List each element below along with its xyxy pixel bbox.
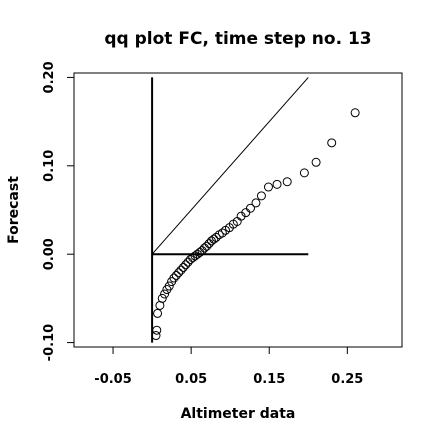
y-tick-label: -0.10 <box>42 324 57 361</box>
data-point <box>282 177 292 187</box>
data-point <box>202 241 212 251</box>
y-axis-title: Forecast <box>6 176 22 244</box>
data-point <box>171 270 181 280</box>
data-point <box>151 331 161 341</box>
y-tick-label: 0.20 <box>42 61 57 93</box>
data-point <box>153 308 163 318</box>
chart-title: qq plot FC, time step no. 13 <box>104 29 371 49</box>
x-axis-title: Altimeter data <box>181 406 296 422</box>
data-point <box>164 281 174 291</box>
data-point <box>299 168 309 178</box>
data-point <box>327 138 337 148</box>
y-tick-label: 0.10 <box>42 150 57 182</box>
data-point <box>152 325 162 335</box>
data-point <box>157 293 167 303</box>
data-point <box>174 268 184 278</box>
y-tick-label: 0.00 <box>42 238 57 270</box>
data-point <box>209 234 219 244</box>
x-tick-label: -0.05 <box>94 372 131 387</box>
data-point <box>256 191 266 201</box>
x-tick-label: 0.15 <box>253 372 285 387</box>
y-axis: -0.10 0.00 0.10 0.20 <box>42 61 75 361</box>
data-point <box>178 262 188 272</box>
reference-lines <box>151 77 309 343</box>
data-point <box>181 260 191 270</box>
data-point <box>263 182 273 192</box>
data-point <box>272 179 282 189</box>
data-point <box>160 289 170 299</box>
data-point <box>211 232 221 242</box>
data-point <box>311 157 321 167</box>
identity-line <box>151 77 309 255</box>
plot-frame <box>73 72 403 348</box>
data-point <box>176 265 186 275</box>
data-point <box>217 228 227 238</box>
data-point <box>169 273 179 283</box>
x-axis: -0.05 0.05 0.15 0.25 <box>94 346 363 387</box>
x-tick-label: 0.25 <box>331 372 363 387</box>
data-point <box>251 198 261 208</box>
data-point <box>245 203 255 213</box>
data-point <box>350 108 360 118</box>
x-tick-label: 0.05 <box>175 372 207 387</box>
data-points <box>151 108 360 341</box>
